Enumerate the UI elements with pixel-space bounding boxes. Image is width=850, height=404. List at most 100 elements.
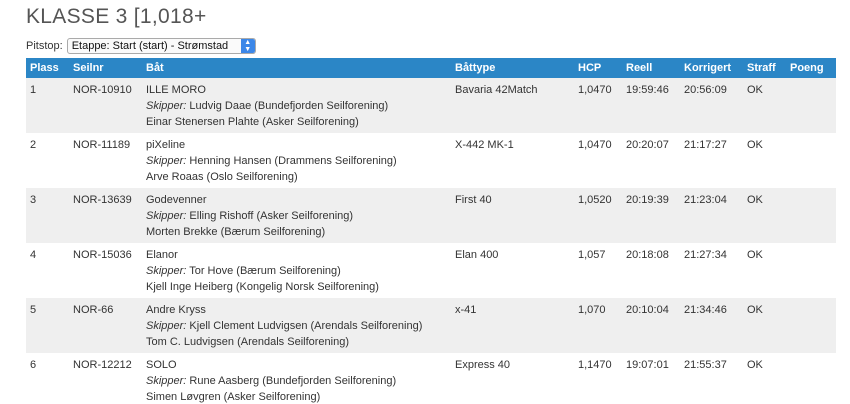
cell-poeng [786, 188, 836, 243]
cell-seilnr: NOR-12212 [73, 359, 132, 371]
boat-name: piXeline [146, 139, 186, 151]
cell-bat: ILLE MORO Skipper: Ludvig Daae (Bundefjor… [142, 78, 451, 133]
cell-hcp: 1,0470 [578, 139, 612, 151]
cell-straff: OK [747, 304, 763, 316]
header-poeng[interactable]: Poeng [790, 62, 824, 74]
table-row: 2 NOR-11189 piXeline Skipper: Henning Hanse… [26, 133, 836, 188]
cell-straff: OK [747, 359, 763, 371]
cell-plass: 6 [30, 359, 37, 371]
table-row: 4 NOR-15036 Elanor Skipper: Tor Hove (Bærum… [26, 243, 836, 298]
skipper-line: Skipper: Elling Rishoff (Asker Seilforen… [146, 208, 447, 224]
crew-name: Morten Brekke (Bærum Seilforening) [146, 226, 326, 238]
cell-plass: 3 [30, 194, 37, 206]
crew-name: Einar Stenersen Plahte (Asker Seilforeni… [146, 116, 359, 128]
skipper-line: Skipper: Rune Aasberg (Bundefjorden Seil… [146, 373, 447, 389]
cell-poeng [786, 78, 836, 133]
cell-poeng [786, 353, 836, 404]
boat-name: SOLO [146, 359, 177, 371]
cell-reell: 19:07:01 [626, 359, 669, 371]
cell-reell: 20:20:07 [626, 139, 669, 151]
skipper-name: Elling Rishoff (Asker Seilforening) [189, 210, 354, 222]
cell-seilnr: NOR-15036 [73, 249, 132, 261]
crew-name: Tom C. Ludvigsen (Arendals Seilforening) [146, 336, 349, 348]
header-bat[interactable]: Båt [146, 62, 164, 74]
crew-name: Arve Roaas (Oslo Seilforening) [146, 171, 298, 183]
cell-hcp: 1,070 [578, 304, 606, 316]
boat-name: Elanor [146, 249, 178, 261]
header-straff[interactable]: Straff [747, 62, 776, 74]
table-row: 5 NOR-66 Andre Kryss Skipper: Kjell Clement… [26, 298, 836, 353]
skipper-line: Skipper: Henning Hansen (Drammens Seilfo… [146, 153, 447, 169]
cell-battype: Elan 400 [455, 249, 499, 261]
page-title: KLASSE 3 [1,018+ [26, 5, 207, 28]
boat-name: ILLE MORO [146, 84, 206, 96]
up-down-arrows-icon[interactable]: ▲ ▼ [240, 39, 255, 53]
skipper-name: Rune Aasberg (Bundefjorden Seilforening) [189, 375, 397, 387]
cell-hcp: 1,057 [578, 249, 606, 261]
cell-seilnr: NOR-13639 [73, 194, 132, 206]
skipper-name: Henning Hansen (Drammens Seilforening) [189, 155, 397, 167]
cell-bat: Elanor Skipper: Tor Hove (Bærum Seilforen… [142, 243, 451, 298]
pitstop-selected-value: Etappe: Start (start) - Strømstad [71, 40, 229, 52]
header-korrigert[interactable]: Korrigert [684, 62, 732, 74]
skipper-label: Skipper: [146, 100, 187, 112]
cell-bat: piXeline Skipper: Henning Hansen (Drammen… [142, 133, 451, 188]
table-row: 6 NOR-12212 SOLO Skipper: Rune Aasberg (Bun… [26, 353, 836, 404]
cell-battype: x-41 [455, 304, 477, 316]
cell-hcp: 1,1470 [578, 359, 612, 371]
cell-bat: Andre Kryss Skipper: Kjell Clement Ludvig… [142, 298, 451, 353]
skipper-name: Tor Hove (Bærum Seilforening) [189, 265, 341, 277]
results-table: Plass Seilnr Båt Båttype HCP Reell Korri… [26, 58, 836, 404]
cell-poeng [786, 133, 836, 188]
cell-plass: 1 [30, 84, 37, 96]
table-row: 3 NOR-13639 Godevenner Skipper: Elling Rish… [26, 188, 836, 243]
cell-bat: Godevenner Skipper: Elling Rishoff (Asker… [142, 188, 451, 243]
cell-plass: 4 [30, 249, 37, 261]
skipper-line: Skipper: Ludvig Daae (Bundefjorden Seilf… [146, 98, 447, 114]
cell-hcp: 1,0520 [578, 194, 612, 206]
skipper-label: Skipper: [146, 265, 187, 277]
cell-reell: 20:10:04 [626, 304, 669, 316]
skipper-name: Ludvig Daae (Bundefjorden Seilforening) [189, 100, 389, 112]
skipper-label: Skipper: [146, 155, 187, 167]
cell-straff: OK [747, 139, 763, 151]
boat-name: Andre Kryss [146, 304, 206, 316]
cell-battype: Bavaria 42Match [455, 84, 538, 96]
cell-seilnr: NOR-11189 [73, 139, 131, 151]
header-seilnr[interactable]: Seilnr [73, 62, 104, 74]
boat-name: Godevenner [146, 194, 207, 206]
cell-korrigert: 21:55:37 [684, 359, 727, 371]
header-plass[interactable]: Plass [30, 62, 59, 74]
skipper-name: Kjell Clement Ludvigsen (Arendals Seilfo… [189, 320, 423, 332]
pitstop-select[interactable]: Etappe: Start (start) - Strømstad ▲ ▼ [66, 38, 256, 54]
header-battype[interactable]: Båttype [455, 62, 496, 74]
header-reell[interactable]: Reell [626, 62, 653, 74]
cell-plass: 5 [30, 304, 37, 316]
cell-korrigert: 21:23:04 [684, 194, 727, 206]
skipper-label: Skipper: [146, 210, 187, 222]
cell-battype: X-442 MK-1 [455, 139, 514, 151]
crew-name: Simen Løvgren (Asker Seilforening) [146, 391, 321, 403]
table-header-row: Plass Seilnr Båt Båttype HCP Reell Korri… [26, 58, 836, 78]
skipper-label: Skipper: [146, 320, 187, 332]
cell-korrigert: 21:17:27 [684, 139, 727, 151]
cell-plass: 2 [30, 139, 37, 151]
cell-poeng [786, 298, 836, 353]
pitstop-label: Pitstop: [26, 40, 63, 52]
cell-straff: OK [747, 194, 763, 206]
cell-straff: OK [747, 84, 763, 96]
cell-hcp: 1,0470 [578, 84, 612, 96]
pitstop-filter: Pitstop: Etappe: Start (start) - Strømst… [26, 38, 256, 54]
cell-bat: SOLO Skipper: Rune Aasberg (Bundefjorden … [142, 353, 451, 404]
cell-battype: First 40 [455, 194, 492, 206]
cell-korrigert: 21:27:34 [684, 249, 727, 261]
cell-straff: OK [747, 249, 763, 261]
cell-korrigert: 20:56:09 [684, 84, 727, 96]
crew-name: Kjell Inge Heiberg (Kongelig Norsk Seilf… [146, 281, 379, 293]
cell-reell: 20:19:39 [626, 194, 669, 206]
cell-seilnr: NOR-10910 [73, 84, 132, 96]
table-row: 1 NOR-10910 ILLE MORO Skipper: Ludvig Daae … [26, 78, 836, 133]
header-hcp[interactable]: HCP [578, 62, 602, 74]
cell-seilnr: NOR-66 [73, 304, 114, 316]
